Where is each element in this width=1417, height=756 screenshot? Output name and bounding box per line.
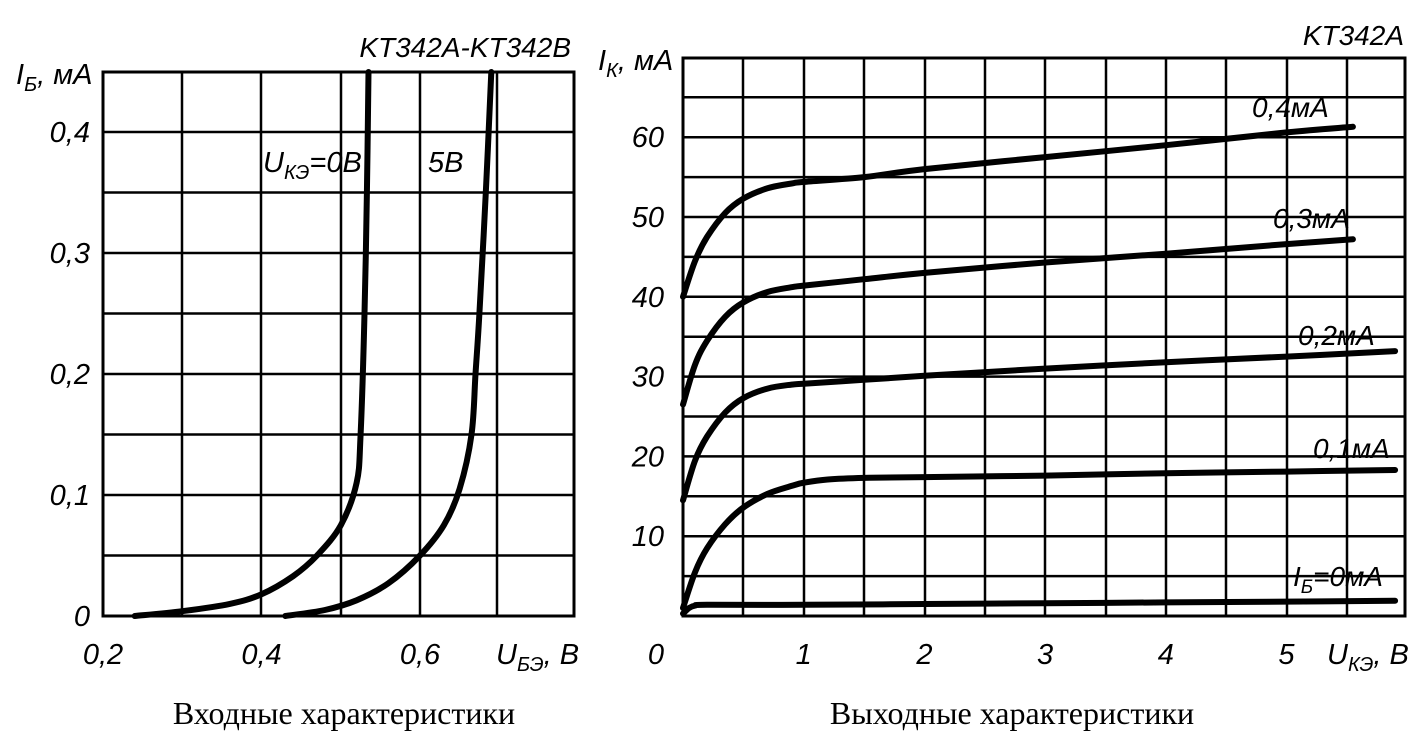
input-y-tick-label: 0,4 [50, 117, 90, 149]
output-chart-y-label: IК, мА [598, 45, 673, 82]
input-chart-frame [101, 70, 576, 618]
output-series-label-0.3ma: 0,3мА [1273, 203, 1350, 234]
output-y-tick-label: 60 [632, 122, 664, 154]
output-chart-frame [681, 56, 1407, 618]
output-chart-title: KT342A [1303, 20, 1404, 51]
output-chart-caption: Выходные характеристики [830, 695, 1194, 731]
output-x-tick-label: 4 [1158, 639, 1174, 671]
output-series-label-ib0: IБ=0мА [1293, 561, 1383, 598]
input-x-tick-label: 0,6 [400, 639, 441, 671]
input-series-label-5v: 5В [428, 147, 463, 179]
output-curve-ib-0.4ma [680, 123, 1356, 300]
input-chart-y-label: IБ, мА [16, 59, 92, 96]
output-x-tick-label: 1 [796, 639, 812, 671]
input-x-tick-label: 0,4 [241, 639, 281, 671]
input-y-tick-label: 0,3 [50, 238, 90, 270]
output-y-tick-label: 40 [632, 282, 664, 314]
output-curve-ib-0.1ma [680, 467, 1399, 611]
output-chart-grid [681, 58, 1407, 618]
output-chart-tick-labels: 10 20 30 40 50 60 0 1 2 3 4 5 [631, 122, 1296, 671]
input-characteristics-chart: 0 0,1 0,2 0,3 0,4 0,2 0,4 0,6 KT342A-KT342B IБ,… [16, 32, 579, 731]
input-chart-title: KT342A-KT342B [359, 32, 571, 63]
input-y-tick-label: 0,2 [50, 359, 90, 391]
input-y-tick-label: 0,1 [50, 480, 90, 512]
output-x-tick-label: 3 [1037, 639, 1053, 671]
output-y-tick-label: 50 [632, 202, 664, 234]
input-series-label-uke0: UКЭ=0В [263, 147, 362, 184]
output-y-tick-label: 30 [632, 362, 664, 394]
input-curve-uke-5v [282, 69, 495, 619]
input-chart-grid [101, 72, 576, 618]
input-x-tick-label: 0,2 [83, 639, 123, 671]
output-series-label-0.1ma: 0,1мА [1313, 433, 1390, 464]
input-chart-x-label: UБЭ, В [496, 639, 579, 676]
input-curve-uke-0v [131, 69, 372, 619]
input-chart-caption: Входные характеристики [173, 695, 515, 731]
output-curve-ib-0ma [680, 597, 1399, 617]
input-chart-tick-labels: 0 0,1 0,2 0,3 0,4 0,2 0,4 0,6 [50, 117, 441, 671]
output-x-tick-label: 2 [915, 639, 932, 671]
output-y-tick-label: 10 [632, 521, 664, 553]
output-series-label-0.2ma: 0,2мА [1298, 320, 1375, 351]
output-series-label-0.4ma: 0,4мА [1252, 92, 1329, 123]
output-curve-ib-0.2ma [680, 348, 1399, 504]
output-x-tick-label: 0 [648, 639, 664, 671]
output-chart-curves [680, 123, 1399, 617]
output-curve-ib-0.3ma [680, 236, 1356, 408]
output-chart-x-label: UКЭ, В [1327, 639, 1409, 676]
output-y-tick-label: 20 [631, 441, 664, 473]
input-chart-curves [131, 69, 495, 619]
output-x-tick-label: 5 [1278, 639, 1295, 671]
input-y-tick-label: 0 [74, 601, 90, 633]
